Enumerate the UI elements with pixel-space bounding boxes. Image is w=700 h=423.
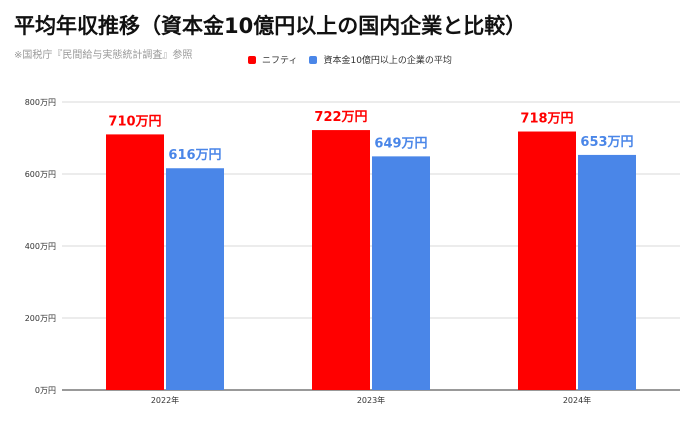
chart-legend: ニフティ 資本金10億円以上の企業の平均 (248, 53, 464, 66)
legend-label-average: 資本金10億円以上の企業の平均 (323, 56, 452, 66)
y-tick-label: 600万円 (25, 170, 56, 179)
bar (578, 154, 636, 390)
bar (166, 168, 224, 390)
legend-item-nifty: ニフティ (248, 53, 297, 66)
y-tick-label: 400万円 (25, 242, 56, 251)
x-tick-label: 2024年 (563, 395, 591, 405)
bar (106, 134, 164, 390)
data-label: 718万円 (520, 112, 573, 127)
y-tick-label: 0万円 (35, 386, 56, 395)
chart-title: 平均年収推移（資本金10億円以上の国内企業と比較） (14, 14, 527, 38)
data-label: 649万円 (374, 136, 427, 151)
chart-subtitle: ※国税庁『民間給与実態統計調査』参照 (14, 50, 193, 61)
legend-swatch-nifty (248, 55, 256, 64)
bar (372, 156, 430, 390)
y-tick-label: 200万円 (25, 314, 56, 323)
bar (518, 131, 576, 390)
data-label: 653万円 (580, 135, 633, 150)
bar (312, 130, 370, 390)
data-label: 722万円 (314, 110, 367, 125)
x-tick-label: 2022年 (151, 395, 179, 405)
data-label: 616万円 (168, 148, 221, 163)
data-label: 710万円 (108, 114, 161, 129)
y-tick-label: 800万円 (25, 98, 56, 107)
legend-item-average: 資本金10億円以上の企業の平均 (309, 53, 452, 66)
x-tick-label: 2023年 (357, 395, 385, 405)
legend-label-nifty: ニフティ (262, 56, 298, 66)
legend-swatch-average (309, 55, 318, 64)
